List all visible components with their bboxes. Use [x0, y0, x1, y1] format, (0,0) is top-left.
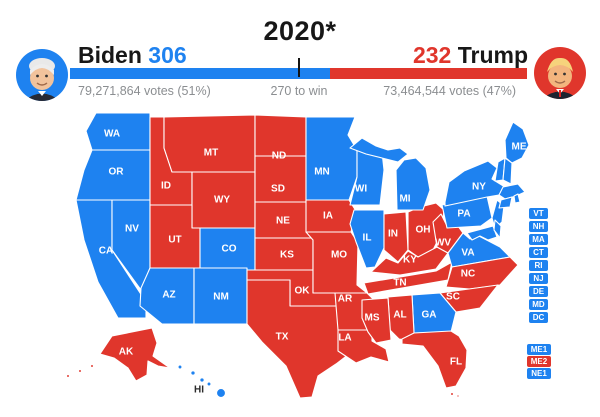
- box-nj[interactable]: NJ: [529, 273, 548, 284]
- state-ia[interactable]: [305, 199, 357, 233]
- state-wa[interactable]: [85, 112, 151, 151]
- box-ne1[interactable]: NE1: [527, 368, 551, 379]
- state-de[interactable]: [493, 219, 502, 239]
- state-ct[interactable]: [498, 196, 513, 209]
- state-hi[interactable]: [177, 364, 227, 399]
- state-md[interactable]: [466, 225, 498, 241]
- box-de[interactable]: DE: [529, 286, 548, 297]
- trump-name: Trump: [457, 42, 528, 68]
- state-co[interactable]: [199, 227, 256, 271]
- state-mo[interactable]: [305, 231, 368, 294]
- state-fl[interactable]: [401, 330, 468, 398]
- state-wy[interactable]: [191, 171, 256, 229]
- trump-ev: 232: [412, 42, 452, 68]
- state-al[interactable]: [387, 294, 415, 342]
- trump-photo-icon: [534, 47, 586, 99]
- biden-label: Biden 306: [78, 42, 187, 69]
- state-sd[interactable]: [254, 155, 307, 203]
- biden-name: Biden: [78, 42, 142, 68]
- box-ma[interactable]: MA: [529, 234, 548, 245]
- state-nm[interactable]: [193, 267, 248, 325]
- state-ks[interactable]: [254, 237, 314, 273]
- state-nh[interactable]: [502, 157, 513, 185]
- state-ri[interactable]: [513, 193, 521, 204]
- box-nh[interactable]: NH: [529, 221, 548, 232]
- state-ak[interactable]: [65, 327, 171, 382]
- state-nd[interactable]: [254, 114, 307, 157]
- state-in[interactable]: [383, 211, 409, 263]
- trump-votes: 73,464,544 votes (47%): [383, 84, 516, 98]
- page-title: 2020*: [263, 16, 337, 46]
- state-or[interactable]: [75, 149, 151, 201]
- state-ms[interactable]: [361, 297, 392, 344]
- trump-label: 232 Trump: [413, 42, 528, 69]
- box-dc[interactable]: DC: [529, 312, 548, 323]
- state-mn[interactable]: [305, 116, 358, 201]
- trump-avatar: [534, 47, 586, 99]
- ev-bar: [70, 58, 527, 79]
- box-ct[interactable]: CT: [529, 247, 548, 258]
- biden-ev: 306: [148, 42, 187, 68]
- state-tn[interactable]: [363, 261, 453, 295]
- state-ne[interactable]: [254, 201, 314, 239]
- biden-avatar: [16, 49, 68, 101]
- state-ut[interactable]: [149, 204, 201, 269]
- box-me1[interactable]: ME1: [527, 344, 551, 355]
- state-az[interactable]: [139, 267, 195, 325]
- bar-tick: [298, 58, 301, 77]
- state-me[interactable]: [504, 121, 530, 164]
- box-ri[interactable]: RI: [529, 260, 548, 271]
- box-me2[interactable]: ME2: [527, 356, 551, 367]
- state-mi[interactable]: [349, 137, 431, 211]
- box-vt[interactable]: VT: [529, 208, 548, 219]
- state-ky[interactable]: [370, 246, 449, 276]
- box-md[interactable]: MD: [529, 299, 548, 310]
- state-nc[interactable]: [445, 256, 519, 290]
- state-mt[interactable]: [163, 114, 256, 173]
- biden-votes: 79,271,864 votes (51%): [78, 84, 211, 98]
- biden-photo-icon: [16, 49, 68, 101]
- bar-dem: [70, 68, 331, 79]
- state-label-hi: HI: [194, 385, 204, 396]
- tick-label: 270 to win: [270, 84, 328, 98]
- state-ny[interactable]: [444, 160, 506, 207]
